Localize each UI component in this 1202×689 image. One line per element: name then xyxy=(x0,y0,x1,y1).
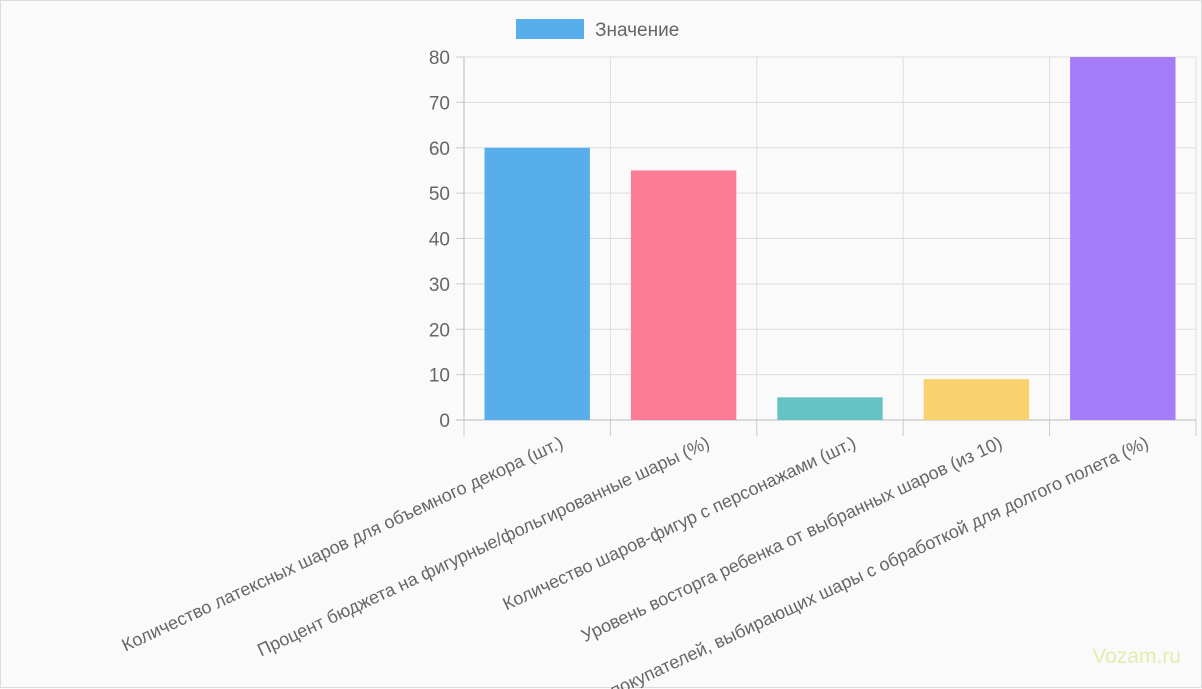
legend-label: Значение xyxy=(595,20,679,41)
legend-swatch xyxy=(516,19,584,39)
watermark-text: Vozam.ru xyxy=(1092,645,1181,668)
bar[interactable] xyxy=(777,397,883,420)
y-tick-label: 20 xyxy=(429,320,450,341)
y-tick-label: 0 xyxy=(439,411,450,432)
bars xyxy=(484,57,1176,420)
y-tick-label: 60 xyxy=(429,139,450,160)
bar[interactable] xyxy=(1070,57,1176,420)
bar[interactable] xyxy=(484,147,590,420)
bar[interactable] xyxy=(630,170,737,420)
y-tick-label: 80 xyxy=(429,48,450,69)
y-tick-label: 40 xyxy=(429,230,450,251)
y-tick-label: 30 xyxy=(429,275,450,296)
bar[interactable] xyxy=(923,379,1030,420)
x-category-labels: Количество латексных шаров для объемного… xyxy=(119,432,1152,689)
y-tick-labels: 0 10 20 30 40 50 60 70 80 xyxy=(429,48,450,432)
y-tick-label: 10 xyxy=(429,366,450,387)
legend[interactable]: Значение xyxy=(516,19,679,41)
y-tick-label: 70 xyxy=(429,93,450,114)
y-tick-label: 50 xyxy=(429,184,450,205)
